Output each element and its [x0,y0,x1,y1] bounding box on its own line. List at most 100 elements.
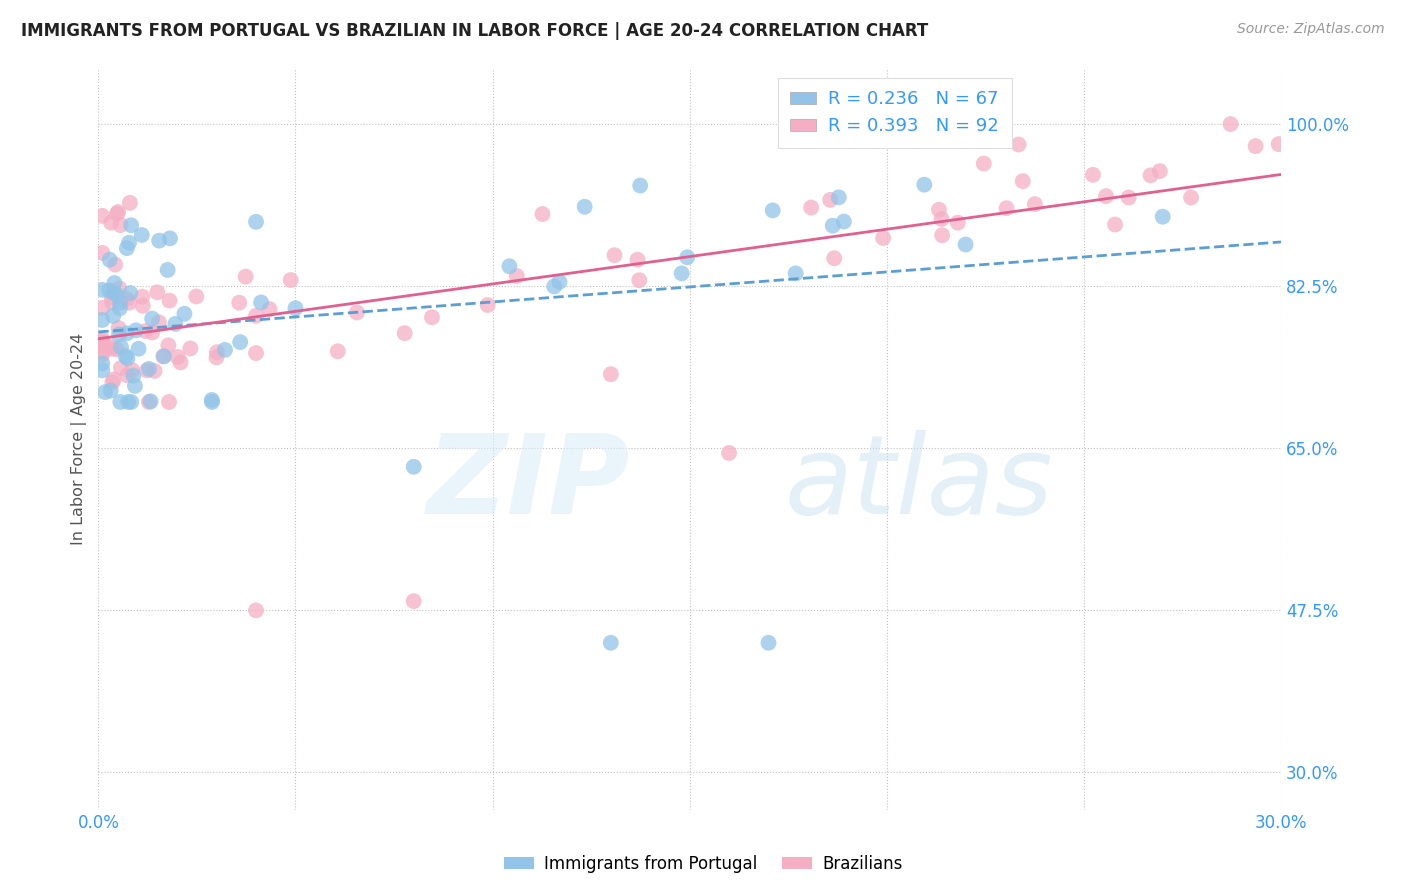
Point [91,283,114,297]
Point [100,384,122,398]
Point [91,209,114,223]
Point [128,342,150,356]
Point [205,345,228,359]
Point [245,346,267,360]
Point [394,326,416,340]
Point [599,367,621,381]
Point [108,301,131,316]
Point [1152,210,1174,224]
Point [1267,137,1289,152]
Point [402,594,425,608]
Point [157,338,180,352]
Point [91,339,114,353]
Point [250,295,273,310]
Point [828,190,851,204]
Point [100,342,122,356]
Point [139,394,162,409]
Point [110,340,132,354]
Point [141,311,163,326]
Point [1219,117,1241,131]
Point [110,360,132,375]
Point [91,334,114,348]
Point [928,202,950,217]
Point [118,235,141,250]
Point [91,363,114,377]
Point [284,301,307,315]
Point [148,315,170,329]
Point [120,395,142,409]
Point [1011,174,1033,188]
Point [114,349,136,363]
Point [402,459,425,474]
Point [165,317,187,331]
Point [135,363,157,377]
Point [91,332,114,346]
Legend: R = 0.236   N = 67, R = 0.393   N = 92: R = 0.236 N = 67, R = 0.393 N = 92 [778,78,1012,148]
Point [245,309,267,323]
Point [100,290,122,304]
Point [973,156,995,170]
Point [235,269,257,284]
Point [259,302,281,317]
Point [107,205,129,219]
Point [159,293,181,308]
Point [1118,190,1140,204]
Point [146,285,169,300]
Point [104,258,127,272]
Point [506,268,529,283]
Point [169,355,191,369]
Text: Source: ZipAtlas.com: Source: ZipAtlas.com [1237,22,1385,37]
Point [818,193,841,207]
Point [107,321,129,335]
Point [98,252,121,267]
Point [628,178,651,193]
Point [1104,218,1126,232]
Point [201,395,224,409]
Point [101,295,124,310]
Point [138,395,160,409]
Point [531,207,554,221]
Point [115,241,138,255]
Point [166,350,188,364]
Point [117,351,139,366]
Point [718,446,741,460]
Point [946,216,969,230]
Point [132,299,155,313]
Point [94,385,117,400]
Point [148,234,170,248]
Point [1244,139,1267,153]
Point [105,287,128,301]
Point [201,392,224,407]
Point [103,372,125,386]
Point [156,263,179,277]
Point [91,245,114,260]
Point [115,326,138,341]
Point [100,216,122,230]
Point [103,276,125,290]
Point [153,349,176,363]
Point [548,275,571,289]
Point [603,248,626,262]
Point [758,636,780,650]
Point [124,379,146,393]
Point [214,343,236,357]
Point [101,309,124,323]
Point [346,305,368,319]
Point [98,339,121,353]
Text: ZIP: ZIP [427,430,630,537]
Point [131,227,153,242]
Point [110,218,132,232]
Point [118,195,141,210]
Point [110,395,132,409]
Point [762,203,785,218]
Point [280,273,302,287]
Point [245,215,267,229]
Point [91,348,114,362]
Point [108,327,131,342]
Y-axis label: In Labor Force | Age 20-24: In Labor Force | Age 20-24 [72,333,87,545]
Point [599,636,621,650]
Point [626,252,648,267]
Point [121,363,143,377]
Point [91,356,114,370]
Point [931,212,953,227]
